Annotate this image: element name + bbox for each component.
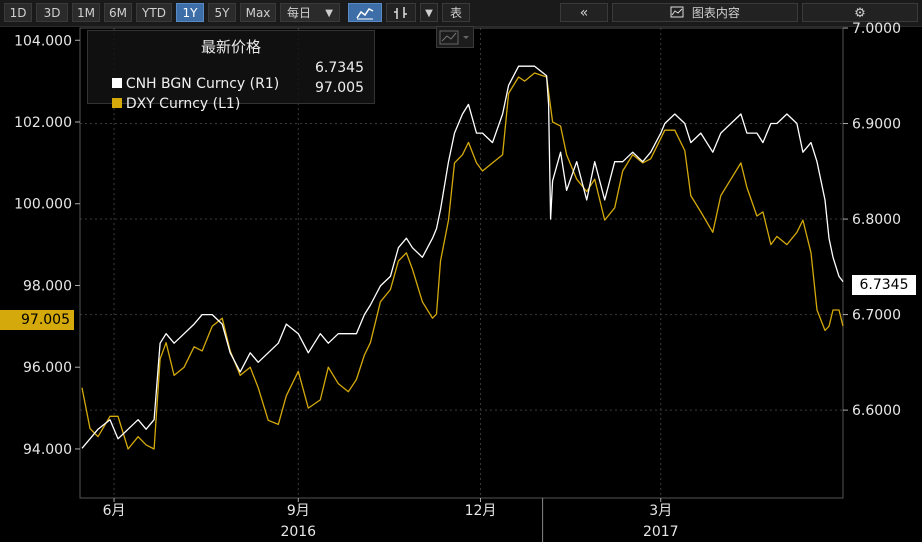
chart-toolbar: 1D 3D 1M 6M YTD 1Y 5Y Max 每日 ▼ ▼ 表 « 图表内… bbox=[0, 0, 922, 27]
x-year-label: 2017 bbox=[643, 524, 679, 540]
frequency-select[interactable]: 每日 ▼ bbox=[280, 3, 340, 22]
last-value-badge-right: 6.7345 bbox=[852, 275, 916, 295]
last-value-badge-left: 97.005 bbox=[0, 310, 74, 330]
legend-series-axis: (L1) bbox=[212, 96, 241, 112]
legend-series-name: DXY Curncy bbox=[125, 96, 209, 112]
chart-content-icon bbox=[670, 6, 684, 18]
x-tick-label: 6月 bbox=[103, 503, 126, 519]
legend-box: 最新价格 CNH BGN Curncy (R1) 6.7345 DXY Curn… bbox=[87, 30, 375, 112]
period-5y-button[interactable]: 5Y bbox=[208, 3, 236, 22]
right-tick-label: 6.6000 bbox=[852, 403, 901, 419]
axes: 6.6000 6.7000 6.8000 6.9000 7.0000 94.000 96.0… bbox=[14, 21, 901, 542]
series-lines bbox=[81, 65, 844, 450]
x-tick-label: 9月 bbox=[287, 503, 310, 519]
right-tick-label: 6.7000 bbox=[852, 308, 901, 324]
period-ytd-button[interactable]: YTD bbox=[136, 3, 172, 22]
gear-icon: ⚙ bbox=[854, 6, 866, 21]
table-button[interactable]: 表 bbox=[442, 3, 470, 22]
legend-swatch bbox=[111, 78, 122, 88]
period-1d-button[interactable]: 1D bbox=[4, 3, 32, 22]
period-6m-button[interactable]: 6M bbox=[104, 3, 132, 22]
legend-entry-dxy: DXY Curncy (L1) bbox=[94, 80, 240, 128]
line-chart-icon bbox=[439, 30, 469, 45]
x-year-label: 2016 bbox=[280, 524, 316, 540]
series-line-cnh bbox=[81, 65, 844, 449]
right-tick-label: 6.8000 bbox=[852, 212, 901, 228]
collapse-panel-button[interactable]: « bbox=[560, 3, 608, 22]
collapse-left-icon: « bbox=[579, 5, 589, 21]
left-tick-label: 94.000 bbox=[23, 442, 72, 458]
line-chart-icon bbox=[356, 8, 374, 20]
period-max-button[interactable]: Max bbox=[240, 3, 276, 22]
chevron-down-icon: ▼ bbox=[325, 8, 333, 19]
dropdown-icon: ▼ bbox=[425, 8, 433, 19]
legend-value-dxy: 97.005 bbox=[315, 80, 364, 96]
left-tick-label: 100.000 bbox=[14, 197, 72, 213]
frequency-value: 每日 bbox=[287, 6, 312, 20]
right-tick-label: 6.9000 bbox=[852, 117, 901, 133]
period-1y-button[interactable]: 1Y bbox=[176, 3, 204, 22]
left-tick-label: 104.000 bbox=[14, 33, 72, 49]
x-tick-label: 3月 bbox=[649, 503, 672, 519]
legend-swatch bbox=[111, 98, 122, 108]
legend-series-name: CNH BGN Curncy bbox=[125, 76, 246, 92]
legend-title: 最新价格 bbox=[200, 38, 261, 56]
legend-value-cnh: 6.7345 bbox=[315, 60, 364, 76]
chart-style-button[interactable] bbox=[436, 26, 474, 48]
legend-entry-cnh: CNH BGN Curncy (R1) bbox=[94, 60, 279, 108]
series-line-dxy bbox=[81, 72, 844, 450]
period-1m-button[interactable]: 1M bbox=[72, 3, 100, 22]
line-chart-button[interactable] bbox=[348, 3, 382, 22]
chart-content-label: 图表内容 bbox=[691, 6, 740, 20]
bar-chart-icon bbox=[394, 7, 407, 19]
x-tick-label: 12月 bbox=[465, 503, 497, 519]
bar-chart-button[interactable] bbox=[386, 3, 416, 22]
settings-button[interactable]: ⚙ bbox=[802, 3, 918, 22]
chart-content-button[interactable]: 图表内容 bbox=[612, 3, 798, 22]
right-tick-label: 7.0000 bbox=[852, 21, 901, 37]
period-3d-button[interactable]: 3D bbox=[36, 3, 68, 22]
legend-series-axis: (R1) bbox=[249, 76, 280, 92]
left-tick-label: 102.000 bbox=[14, 115, 72, 131]
chart-type-dropdown[interactable]: ▼ bbox=[420, 3, 438, 22]
left-tick-label: 98.000 bbox=[23, 278, 72, 294]
left-tick-label: 96.000 bbox=[23, 360, 72, 376]
